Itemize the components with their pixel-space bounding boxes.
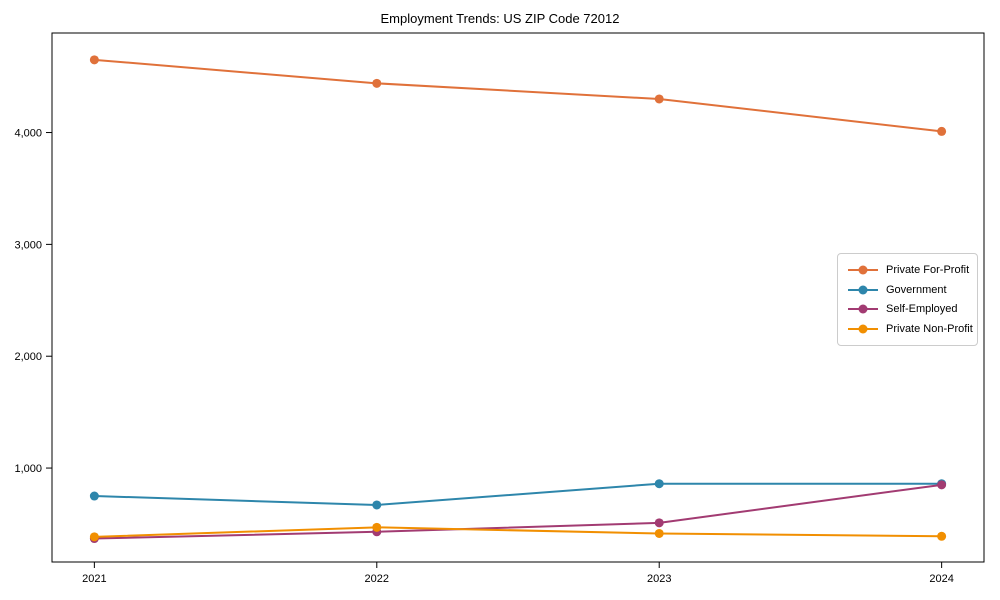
legend-line-marker-icon: [848, 324, 878, 334]
data-point-self-employed: [937, 480, 947, 490]
legend-entry-self-employed: Self-Employed: [847, 300, 969, 320]
y-tick-label: 3,000: [14, 239, 42, 251]
legend-label: Government: [886, 283, 947, 296]
data-point-private-for-profit: [937, 126, 947, 136]
data-point-private-for-profit: [372, 78, 382, 88]
legend: Private For-Profit Government Self-Employe…: [837, 253, 978, 346]
legend-label: Private For-Profit: [886, 263, 970, 276]
data-point-self-employed: [654, 518, 664, 528]
legend-line-marker-icon: [848, 304, 878, 314]
series-line-private-non-profit: [93, 526, 943, 538]
series-line-government: [93, 482, 943, 506]
chart-title: Employment Trends: US ZIP Code 72012: [380, 11, 620, 26]
y-tick-label: 4,000: [14, 128, 42, 140]
legend-line-marker-icon: [848, 265, 878, 275]
y-tick-label: 1,000: [14, 463, 42, 475]
legend-entry-private-non-profit: Private Non-Profit: [847, 319, 973, 339]
x-tick-label: 2023: [647, 573, 671, 585]
plot-frame: [51, 32, 985, 563]
data-point-government: [654, 479, 664, 489]
legend-entry-government: Government: [847, 280, 969, 300]
data-point-government: [372, 500, 382, 510]
data-point-private-non-profit: [654, 528, 664, 538]
y-tick-label: 2,000: [14, 351, 42, 363]
x-tick-label: 2024: [929, 573, 953, 585]
data-point-government: [89, 491, 99, 501]
series-line-private-for-profit: [93, 58, 943, 133]
data-point-private-non-profit: [89, 532, 99, 542]
series-line-self-employed: [93, 483, 943, 540]
legend-label: Private Non-Profit: [886, 323, 973, 336]
data-point-private-non-profit: [372, 522, 382, 532]
x-tick-label: 2022: [365, 573, 389, 585]
x-tick-label: 2021: [82, 573, 106, 585]
data-point-private-for-profit: [654, 94, 664, 104]
data-point-private-for-profit: [89, 55, 99, 65]
data-point-private-non-profit: [937, 531, 947, 541]
legend-entry-private-for-profit: Private For-Profit: [847, 260, 969, 280]
legend-label: Self-Employed: [886, 303, 958, 316]
legend-line-marker-icon: [848, 285, 878, 295]
